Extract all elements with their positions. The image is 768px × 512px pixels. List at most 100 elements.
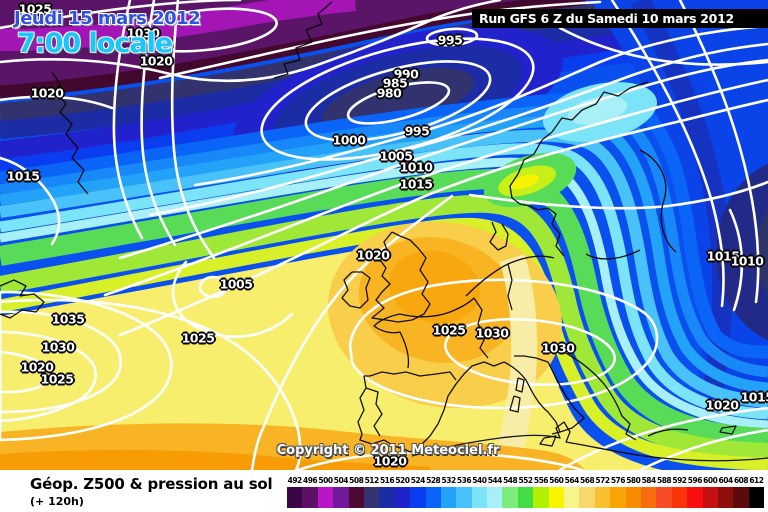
- legend-value: 600: [703, 476, 718, 485]
- legend-entry: 584: [640, 476, 657, 508]
- run-info-text: Run GFS 6 Z du Samedi 10 mars 2012: [479, 11, 734, 26]
- legend-value: 496: [303, 476, 318, 485]
- legend-value: 584: [641, 476, 657, 485]
- legend-entry: 568: [579, 476, 595, 508]
- pressure-label: 1025: [432, 322, 466, 338]
- legend-entry: 564: [564, 476, 580, 508]
- legend-value: 504: [333, 476, 349, 485]
- legend-entry: 492: [287, 476, 303, 508]
- pressure-label: 1035: [51, 311, 85, 327]
- legend-swatch: [594, 487, 611, 508]
- legend-swatch: [317, 487, 334, 508]
- pressure-label: 1020: [20, 359, 54, 375]
- legend-entry: 576: [610, 476, 626, 508]
- legend-swatch: [287, 487, 303, 508]
- geopotential-field-canvas: [0, 0, 768, 470]
- legend-entry: 512: [363, 476, 380, 508]
- pressure-label: 1015: [706, 248, 740, 264]
- color-scale: 492 496 500 504 508 512 516 520 524 528 532 536 540 5…: [287, 476, 765, 508]
- legend-swatch: [394, 487, 411, 508]
- legend-entry: 520: [394, 476, 411, 508]
- legend-swatch: [656, 487, 672, 508]
- pressure-label: 1030: [475, 325, 509, 341]
- pressure-label: 1020: [705, 397, 739, 413]
- legend-entry: 556: [533, 476, 549, 508]
- pressure-label: 1005: [379, 148, 413, 164]
- legend-value: 500: [318, 476, 333, 485]
- legend-value: 604: [718, 476, 734, 485]
- legend-swatch: [548, 487, 565, 508]
- legend-value: 612: [749, 476, 764, 485]
- forecast-time: 7:00 locale: [17, 28, 173, 59]
- legend-swatch: [379, 487, 395, 508]
- legend-swatch: [717, 487, 734, 508]
- legend-entry: 580: [625, 476, 641, 508]
- legend-entry: 536: [456, 476, 472, 508]
- pressure-label: 995: [404, 123, 430, 139]
- legend-entry: 592: [671, 476, 688, 508]
- legend-value: 560: [549, 476, 564, 485]
- legend-swatch: [748, 487, 765, 508]
- pressure-label: 1010: [399, 159, 433, 175]
- legend-swatch: [363, 487, 380, 508]
- legend-value: 520: [395, 476, 410, 485]
- forecast-date: Jeudi 15 mars 2012: [14, 8, 201, 29]
- legend-value: 528: [426, 476, 441, 485]
- legend-value: 580: [626, 476, 641, 485]
- legend-swatch: [702, 487, 718, 508]
- pressure-label: 1010: [730, 253, 764, 269]
- pressure-label: 980: [376, 85, 402, 101]
- legend-swatch: [302, 487, 318, 508]
- legend-value: 552: [518, 476, 533, 485]
- legend-entry: 596: [687, 476, 703, 508]
- legend-value: 544: [487, 476, 503, 485]
- legend-swatch: [517, 487, 534, 508]
- copyright-text: Copyright © 2011 Meteociel.fr: [276, 443, 500, 458]
- legend-swatch: [440, 487, 457, 508]
- legend-value: 564: [564, 476, 580, 485]
- legend-value: 592: [672, 476, 687, 485]
- legend-swatch: [487, 487, 503, 508]
- legend-value: 540: [472, 476, 487, 485]
- legend-entry: 504: [333, 476, 349, 508]
- pressure-label: 1005: [219, 276, 253, 292]
- legend-value: 536: [456, 476, 472, 485]
- legend-entry: 544: [487, 476, 503, 508]
- legend-value: 516: [379, 476, 395, 485]
- legend-swatch: [687, 487, 703, 508]
- legend-value: 608: [733, 476, 749, 485]
- pressure-label: 1030: [126, 25, 160, 41]
- pressure-label: 1030: [541, 340, 575, 356]
- weather-map: 1025 1030 1020 1020 1015 990 985 980 995 995 1000 1…: [0, 0, 768, 470]
- legend-entry: 508: [348, 476, 364, 508]
- legend-value: 524: [410, 476, 426, 485]
- legend-value: 568: [580, 476, 595, 485]
- legend-entry: 572: [594, 476, 611, 508]
- legend-swatch: [579, 487, 595, 508]
- legend-swatch: [348, 487, 364, 508]
- legend-swatch: [733, 487, 749, 508]
- legend-swatch: [640, 487, 657, 508]
- legend-swatch: [610, 487, 626, 508]
- legend-entry: 516: [379, 476, 395, 508]
- legend-entry: 548: [502, 476, 518, 508]
- pressure-label: 990: [393, 66, 419, 82]
- legend-value: 556: [533, 476, 549, 485]
- pressure-label: 1025: [18, 1, 52, 17]
- legend-value: 512: [364, 476, 380, 485]
- legend-entry: 500: [317, 476, 334, 508]
- run-info-box: Run GFS 6 Z du Samedi 10 mars 2012: [472, 9, 768, 28]
- legend-value: 532: [441, 476, 457, 485]
- legend-entry: 608: [733, 476, 749, 508]
- pressure-label: 1000: [332, 132, 366, 148]
- legend-swatch: [333, 487, 349, 508]
- legend-entry: 528: [425, 476, 441, 508]
- legend-value: 588: [656, 476, 672, 485]
- legend-entry: 496: [302, 476, 318, 508]
- pressure-label: 1020: [139, 53, 173, 69]
- legend-title-block: Géop. Z500 & pression au sol (+ 120h): [30, 475, 273, 508]
- legend-value: 596: [687, 476, 703, 485]
- legend-title: Géop. Z500 & pression au sol: [30, 475, 273, 493]
- legend-value: 548: [503, 476, 518, 485]
